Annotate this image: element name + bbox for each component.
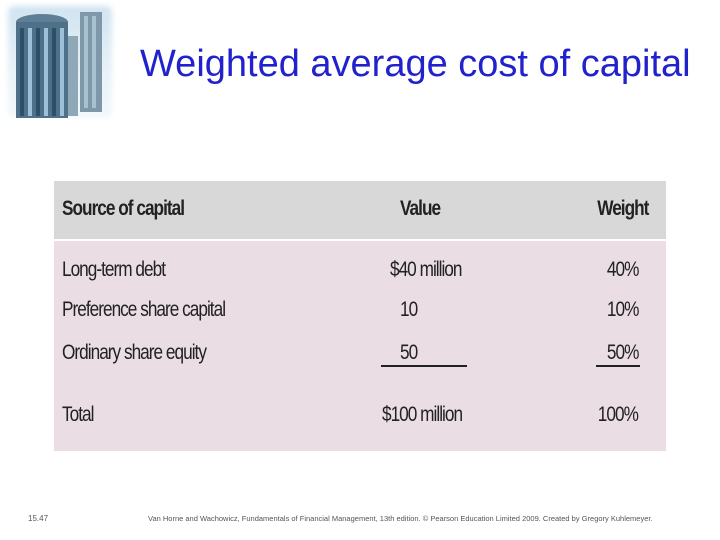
row-weight-2: 10% (606, 298, 639, 321)
row-value-1: $40 million (390, 258, 462, 281)
row-value-2: 10 (400, 298, 418, 321)
slide-number: 15.47 (28, 514, 49, 523)
row-weight-1: 40% (606, 258, 639, 281)
building-photo (4, 2, 116, 122)
footer-credit: Van Horne and Wachowicz, Fundamentals of… (148, 514, 653, 523)
table-header (54, 181, 666, 241)
row-source-3: Ordinary share equity (62, 341, 207, 364)
total-source: Total (62, 403, 94, 426)
total-value: $100 million (382, 403, 463, 426)
header-value: Value (400, 197, 441, 220)
row-weight-3: 50% (606, 341, 639, 364)
row-source-2: Preference share capital (62, 298, 226, 321)
weight-underline (596, 365, 640, 367)
header-source: Source of capital (62, 197, 185, 220)
total-weight: 100% (597, 403, 639, 426)
header-weight: Weight (596, 197, 649, 220)
slide-title: Weighted average cost of capital (140, 43, 691, 85)
row-value-3: 50 (400, 341, 418, 364)
value-underline (381, 365, 467, 367)
capital-table: Source of capital Value Weight Long-term… (54, 181, 666, 451)
row-source-1: Long-term debt (62, 258, 166, 281)
